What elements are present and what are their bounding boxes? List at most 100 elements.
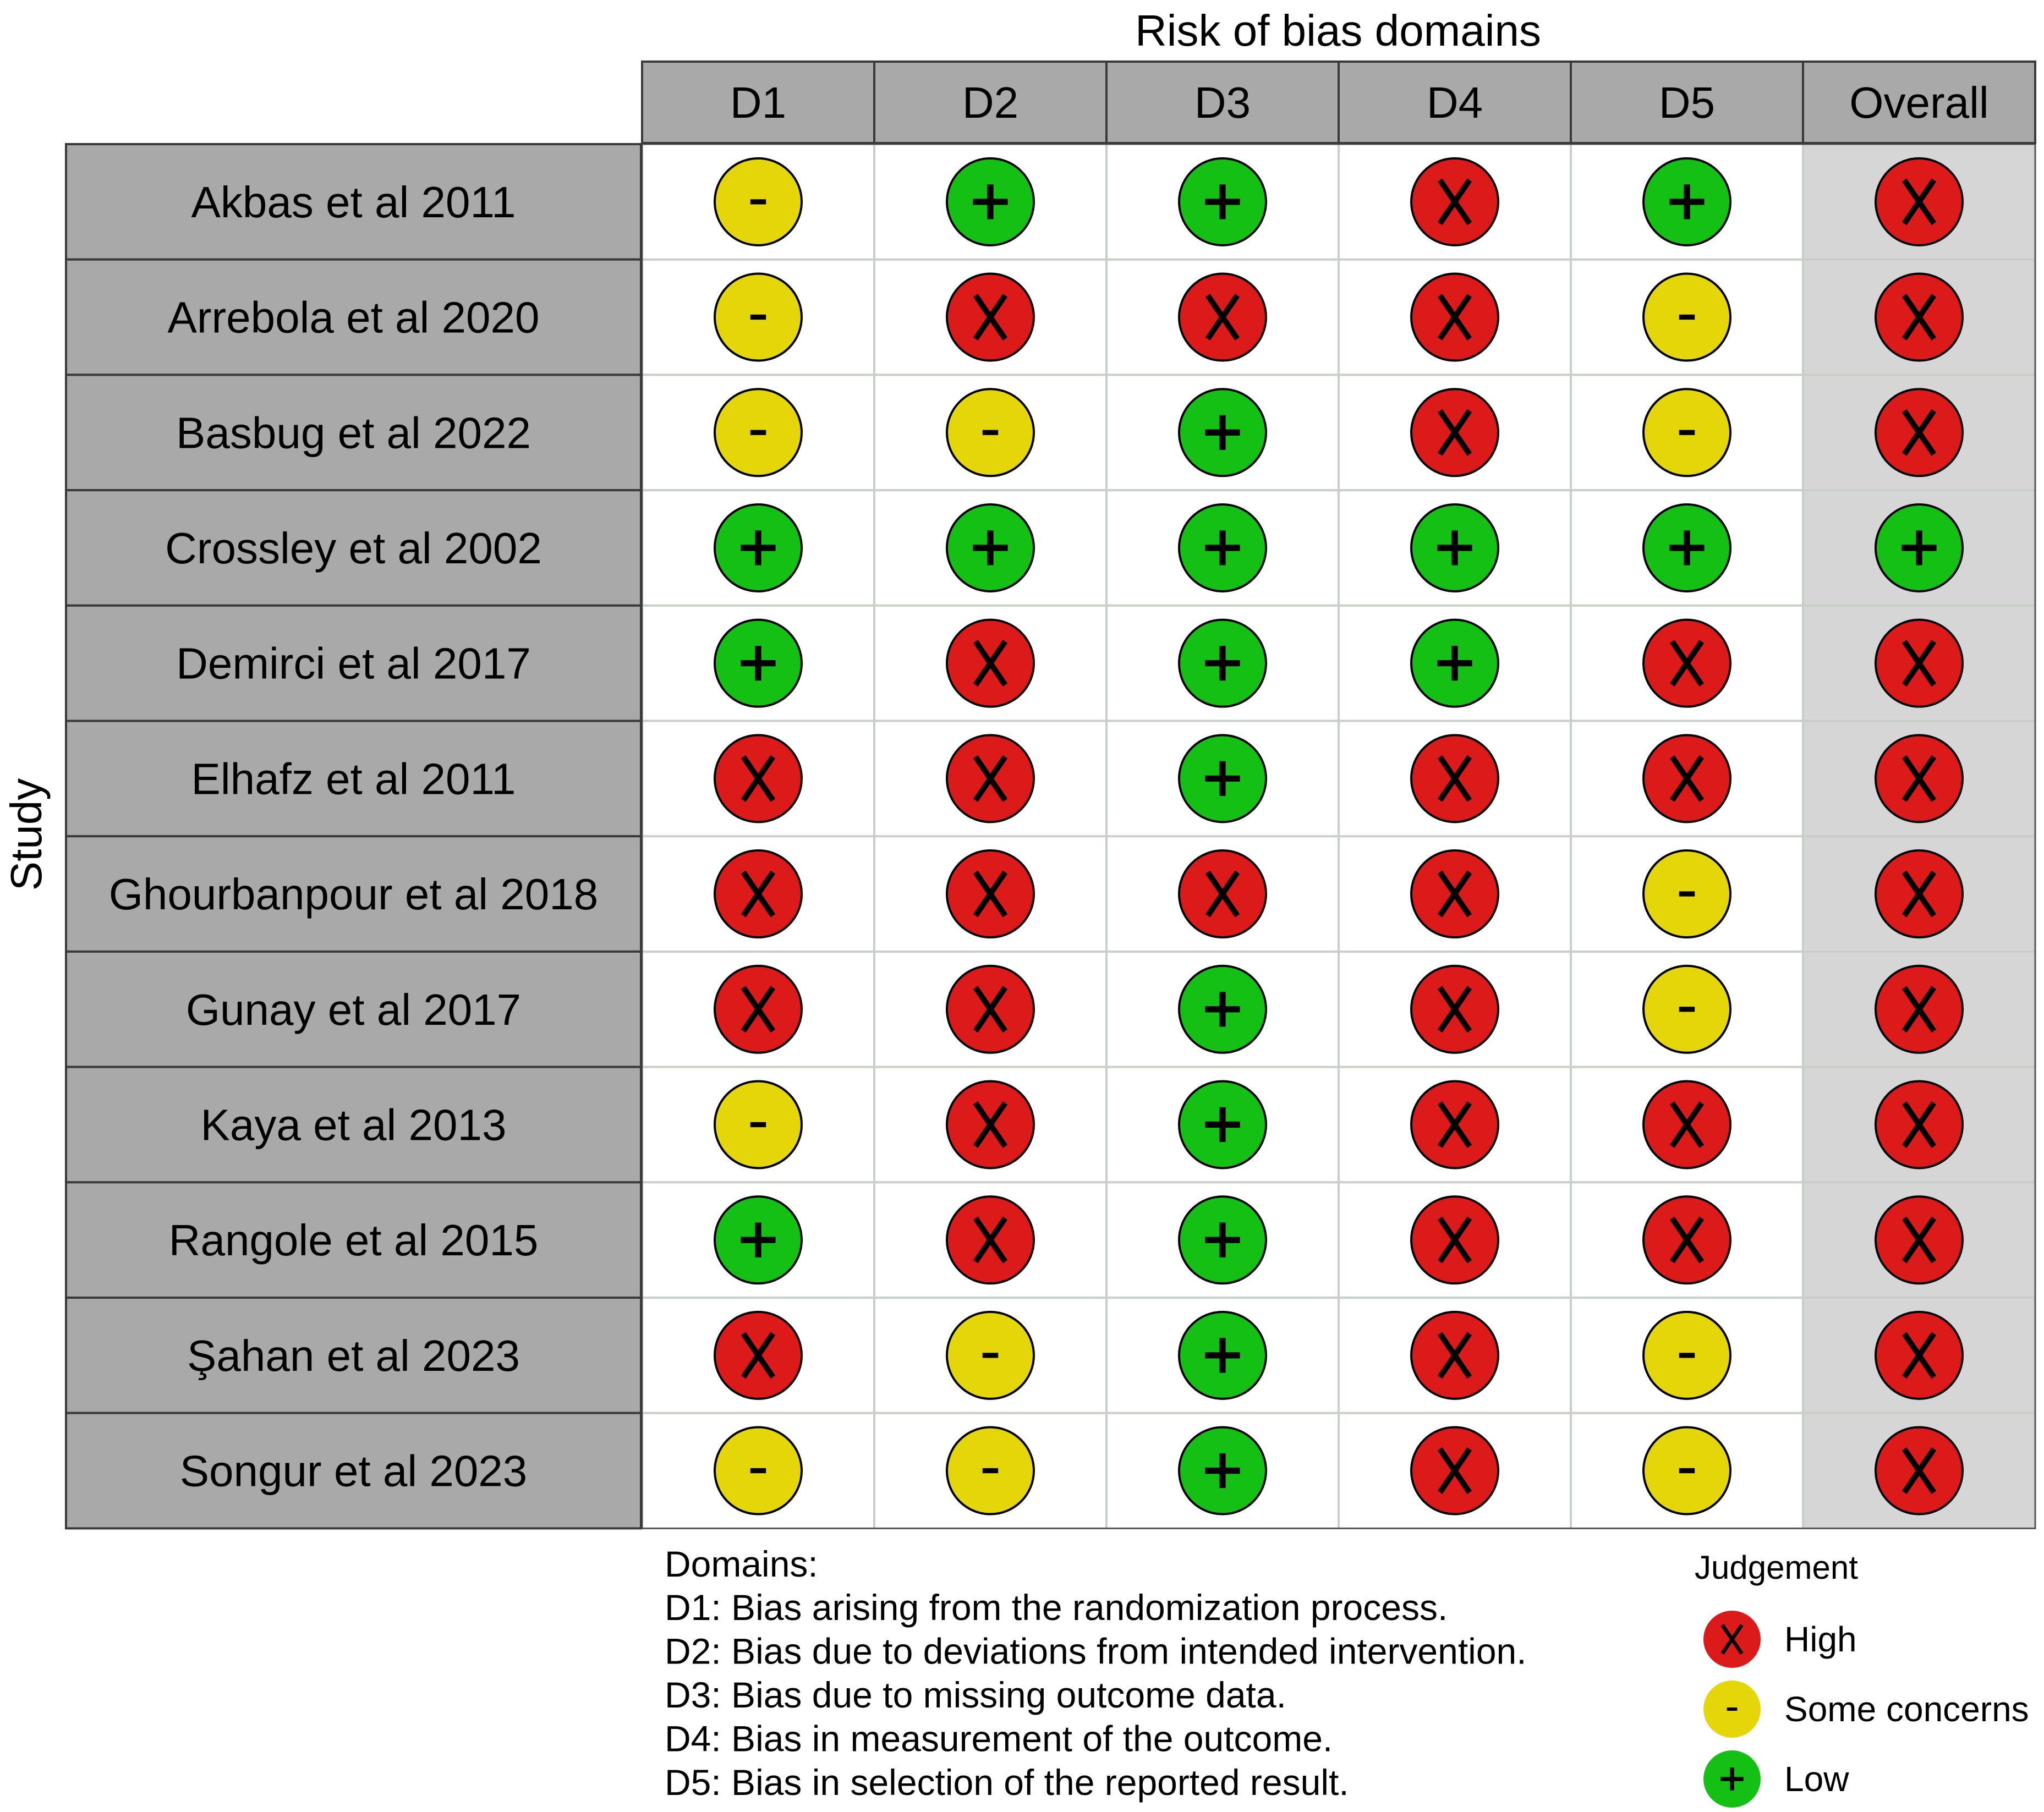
study-label: Demirci et al 2017 bbox=[176, 639, 531, 688]
judgement-x-symbol bbox=[1437, 1216, 1472, 1264]
judgement-x-symbol bbox=[741, 986, 776, 1033]
judgement-mark-low bbox=[946, 157, 1035, 246]
judgement-mark-some-concerns bbox=[946, 1426, 1035, 1516]
judgement-mark-high bbox=[946, 272, 1035, 362]
judgement-x-symbol bbox=[1669, 1101, 1705, 1148]
study-cell bbox=[65, 489, 642, 607]
judgement-mark-low bbox=[1642, 157, 1731, 246]
legend-item-low: Low bbox=[1703, 1750, 1849, 1808]
header-cell-d2 bbox=[873, 61, 1108, 144]
judgement-plus-symbol bbox=[1205, 992, 1240, 1027]
judgement-x-symbol bbox=[1901, 640, 1937, 687]
cell-backgrounds bbox=[641, 143, 2036, 1529]
study-label: Kaya et al 2013 bbox=[201, 1100, 507, 1149]
judgement-x-symbol bbox=[1901, 870, 1937, 918]
judgement-mark-high bbox=[946, 964, 1035, 1054]
judgement-mark-low bbox=[1178, 618, 1267, 708]
judgement-mark-low bbox=[1178, 1310, 1267, 1400]
judgement-mark-high bbox=[1410, 734, 1499, 823]
judgement-mark-high bbox=[946, 1195, 1035, 1285]
study-label: Songur et al 2023 bbox=[180, 1447, 528, 1496]
judgement-mark-some-concerns bbox=[1642, 1310, 1731, 1400]
judgement-x-symbol bbox=[1901, 178, 1937, 226]
study-cell bbox=[65, 374, 642, 492]
judgement-mark-high bbox=[1875, 964, 1964, 1054]
judgement-mark-high bbox=[1410, 1080, 1499, 1169]
domains-title: Domains: bbox=[665, 1544, 818, 1584]
study-axis-label: Study bbox=[2, 778, 51, 891]
judgement-x-symbol bbox=[973, 294, 1008, 341]
judgement-mark-high bbox=[1875, 849, 1964, 939]
judgement-x-symbol bbox=[1901, 986, 1937, 1033]
judgement-mark-high bbox=[1178, 849, 1267, 939]
judgement-mark-high bbox=[1875, 1310, 1964, 1400]
judgement-plus-symbol bbox=[1437, 530, 1472, 565]
header-label-d5: D5 bbox=[1659, 78, 1715, 127]
study-label: Arrebola et al 2020 bbox=[167, 293, 539, 342]
judgement-mark-high bbox=[1642, 1195, 1731, 1285]
judgement-x-symbol bbox=[1205, 870, 1240, 918]
header-cell-d4 bbox=[1338, 61, 1572, 144]
study-labels: Akbas et al 2011 Arrebola et al 2020 Basbu… bbox=[65, 143, 642, 1530]
legend-label: Some concerns bbox=[1784, 1689, 2029, 1729]
study-cell bbox=[65, 1066, 642, 1184]
judgement-mark-high bbox=[1410, 1195, 1499, 1285]
domain-description: D3: Bias due to missing outcome data. bbox=[665, 1674, 1286, 1715]
judgement-x-symbol bbox=[741, 755, 776, 802]
judgement-x-symbol bbox=[1901, 1216, 1937, 1264]
judgement-mark-some-concerns bbox=[1642, 1426, 1731, 1516]
judgement-x-symbol bbox=[1669, 755, 1705, 802]
judgement-mark-high bbox=[1642, 618, 1731, 708]
judgement-x-symbol bbox=[741, 1332, 776, 1379]
header-label-d3: D3 bbox=[1194, 78, 1251, 127]
judgement-x-symbol bbox=[741, 870, 776, 918]
header-label-d2: D2 bbox=[962, 78, 1018, 127]
judgement-x-symbol bbox=[1437, 294, 1472, 341]
judgement-mark-high bbox=[714, 1310, 803, 1400]
judgement-mark-high bbox=[1410, 1426, 1499, 1516]
judgement-mark-low bbox=[1410, 618, 1499, 708]
judgement-x-symbol bbox=[1205, 294, 1240, 341]
judgement-mark-high bbox=[1875, 272, 1964, 362]
judgement-mark-high bbox=[714, 849, 803, 939]
judgement-x-symbol bbox=[1437, 1332, 1472, 1379]
judgement-x-symbol bbox=[1901, 1447, 1937, 1494]
judgement-x-symbol bbox=[1437, 870, 1472, 918]
domain-description: D5: Bias in selection of the reported re… bbox=[665, 1762, 1349, 1803]
study-label: Rangole et al 2015 bbox=[169, 1216, 539, 1265]
judgement-mark-high bbox=[1642, 734, 1731, 823]
judgement-mark-high bbox=[1875, 1195, 1964, 1285]
judgement-mark-high bbox=[1410, 1310, 1499, 1400]
judgement-x-symbol bbox=[1437, 1447, 1472, 1494]
judgement-plus-symbol bbox=[1205, 184, 1240, 219]
judgement-x-symbol bbox=[1901, 755, 1937, 802]
judgement-mark-high bbox=[714, 964, 803, 1054]
judgement-x-symbol bbox=[973, 986, 1008, 1033]
judgement-x-symbol bbox=[1437, 1101, 1472, 1148]
judgement-x-symbol bbox=[1437, 986, 1472, 1033]
judgement-mark-some-concerns bbox=[1642, 964, 1731, 1054]
judgement-mark-low bbox=[1410, 503, 1499, 592]
judgement-mark-high bbox=[946, 618, 1035, 708]
judgement-plus-symbol bbox=[741, 646, 776, 681]
judgement-plus-symbol bbox=[1205, 530, 1240, 565]
judgement-mark-low bbox=[1178, 1426, 1267, 1516]
judgement-x-symbol bbox=[973, 755, 1008, 802]
legend-plus-symbol bbox=[1720, 1767, 1744, 1791]
legend-item-high: High bbox=[1703, 1611, 1857, 1668]
judgement-mark-low bbox=[714, 618, 803, 708]
judgement-plus-symbol bbox=[1205, 761, 1240, 796]
judgement-x-symbol bbox=[973, 1216, 1008, 1264]
judgement-mark-low bbox=[714, 503, 803, 592]
study-cell bbox=[65, 1412, 642, 1530]
judgement-mark-high bbox=[714, 734, 803, 823]
domain-description: D4: Bias in measurement of the outcome. bbox=[665, 1718, 1333, 1759]
judgement-plus-symbol bbox=[1669, 530, 1705, 565]
judgement-mark-some-concerns bbox=[1642, 272, 1731, 362]
judgement-mark-high bbox=[946, 849, 1035, 939]
header-label-d1: D1 bbox=[730, 78, 786, 127]
study-cell bbox=[65, 143, 642, 261]
judgement-plus-symbol bbox=[1205, 1222, 1240, 1258]
study-cell bbox=[65, 720, 642, 838]
domain-description: D1: Bias arising from the randomization … bbox=[665, 1587, 1448, 1628]
